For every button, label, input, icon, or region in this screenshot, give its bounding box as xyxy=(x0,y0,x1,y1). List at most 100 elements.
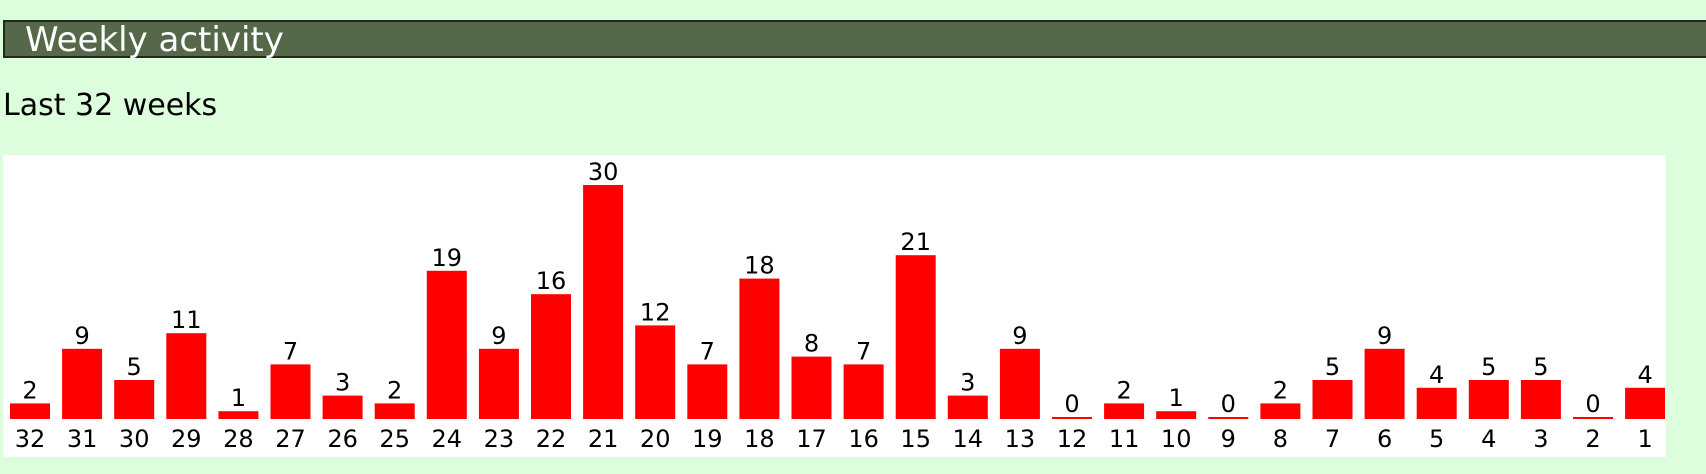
bar-week-2 xyxy=(1573,417,1613,419)
bar-week-1 xyxy=(1625,387,1666,419)
bar-week-7 xyxy=(1312,380,1353,419)
bar-value-label: 2 xyxy=(1273,376,1288,404)
x-tick-label: 16 xyxy=(848,425,879,453)
x-tick-label: 15 xyxy=(900,425,931,453)
x-tick-label: 5 xyxy=(1429,425,1444,453)
bar-value-label: 4 xyxy=(1637,361,1652,389)
x-tick-label: 30 xyxy=(119,425,150,453)
bar-week-22 xyxy=(531,294,571,419)
bar-value-label: 5 xyxy=(127,353,142,381)
bar-week-6 xyxy=(1364,348,1405,419)
bar-week-14 xyxy=(947,395,988,419)
bar-value-label: 3 xyxy=(960,369,975,397)
x-tick-label: 6 xyxy=(1377,425,1392,453)
bar-value-label: 2 xyxy=(1116,376,1131,404)
bar-value-label: 12 xyxy=(640,298,671,326)
bar-value-label: 7 xyxy=(283,337,298,365)
bar-week-11 xyxy=(1104,403,1145,419)
bar-week-21 xyxy=(583,185,624,419)
x-tick-label: 10 xyxy=(1161,425,1192,453)
bar-week-25 xyxy=(374,403,415,419)
bar-value-label: 7 xyxy=(700,337,715,365)
bar-week-10 xyxy=(1156,411,1197,419)
bar-value-label: 7 xyxy=(856,337,871,365)
x-tick-label: 17 xyxy=(796,425,827,453)
bar-week-8 xyxy=(1260,403,1301,419)
bar-week-16 xyxy=(843,364,884,419)
bar-value-label: 3 xyxy=(335,369,350,397)
x-tick-label: 18 xyxy=(744,425,775,453)
bar-week-30 xyxy=(114,380,155,419)
bar-value-label: 11 xyxy=(171,306,202,334)
bar-value-label: 9 xyxy=(1012,322,1027,350)
bar-value-label: 9 xyxy=(1377,322,1392,350)
bar-value-label: 5 xyxy=(1533,353,1548,381)
bar-value-label: 5 xyxy=(1325,353,1340,381)
x-tick-label: 14 xyxy=(953,425,984,453)
bar-week-31 xyxy=(62,348,103,419)
bar-week-24 xyxy=(426,270,467,419)
x-tick-label: 22 xyxy=(536,425,567,453)
bar-week-28 xyxy=(218,411,259,419)
bar-value-label: 0 xyxy=(1064,390,1079,418)
chart-subtitle: Last 32 weeks xyxy=(3,88,218,123)
bar-value-label: 1 xyxy=(1169,384,1184,412)
x-tick-label: 32 xyxy=(15,425,46,453)
bar-value-label: 4 xyxy=(1429,361,1444,389)
x-tick-label: 9 xyxy=(1221,425,1236,453)
bar-week-29 xyxy=(166,333,207,419)
bar-value-label: 0 xyxy=(1585,390,1600,418)
bar-value-label: 2 xyxy=(22,376,37,404)
x-tick-label: 25 xyxy=(379,425,410,453)
x-tick-label: 24 xyxy=(432,425,463,453)
section-header: Weekly activity xyxy=(3,20,1706,58)
x-tick-label: 31 xyxy=(67,425,98,453)
bar-week-20 xyxy=(635,325,676,419)
bar-week-15 xyxy=(895,255,936,419)
x-tick-label: 26 xyxy=(327,425,358,453)
x-tick-label: 1 xyxy=(1637,425,1652,453)
bar-week-18 xyxy=(739,278,780,419)
x-tick-label: 27 xyxy=(275,425,306,453)
bar-week-27 xyxy=(270,364,311,419)
x-tick-label: 23 xyxy=(484,425,515,453)
x-tick-label: 19 xyxy=(692,425,723,453)
section-title: Weekly activity xyxy=(25,20,284,60)
bar-value-label: 21 xyxy=(900,228,931,256)
x-tick-label: 20 xyxy=(640,425,671,453)
bar-value-label: 0 xyxy=(1221,390,1236,418)
weekly-activity-bar-chart: 2329315301129128727326225192492316223021… xyxy=(10,158,1666,453)
bar-week-26 xyxy=(322,395,363,419)
bar-value-label: 9 xyxy=(74,322,89,350)
bar-week-4 xyxy=(1468,380,1509,419)
x-tick-label: 29 xyxy=(171,425,202,453)
bar-week-23 xyxy=(478,348,519,419)
bar-value-label: 16 xyxy=(536,267,567,295)
bar-week-9 xyxy=(1208,417,1249,419)
bar-value-label: 30 xyxy=(588,158,619,186)
bar-week-17 xyxy=(791,356,832,419)
x-tick-label: 28 xyxy=(223,425,254,453)
bar-value-label: 5 xyxy=(1481,353,1496,381)
x-tick-label: 2 xyxy=(1585,425,1600,453)
bar-week-3 xyxy=(1520,380,1561,419)
x-tick-label: 7 xyxy=(1325,425,1340,453)
bar-week-12 xyxy=(1052,417,1092,419)
bar-week-13 xyxy=(999,348,1040,419)
x-tick-label: 4 xyxy=(1481,425,1496,453)
bar-value-label: 18 xyxy=(744,252,775,280)
bar-value-label: 1 xyxy=(231,384,246,412)
x-tick-label: 8 xyxy=(1273,425,1288,453)
bar-week-19 xyxy=(687,364,728,419)
bar-value-label: 19 xyxy=(432,244,463,272)
bar-value-label: 8 xyxy=(804,330,819,358)
bar-value-label: 2 xyxy=(387,376,402,404)
bar-week-32 xyxy=(10,403,50,419)
x-tick-label: 11 xyxy=(1109,425,1140,453)
x-tick-label: 12 xyxy=(1057,425,1088,453)
x-tick-label: 21 xyxy=(588,425,619,453)
x-tick-label: 3 xyxy=(1533,425,1548,453)
bar-value-label: 9 xyxy=(491,322,506,350)
chart-panel: 2 32 9 31 5 30 11 29 1 28 7 27 3 26 2 25 19 24 9 23 16 22 30 21… xyxy=(3,155,1666,457)
x-tick-label: 13 xyxy=(1005,425,1036,453)
